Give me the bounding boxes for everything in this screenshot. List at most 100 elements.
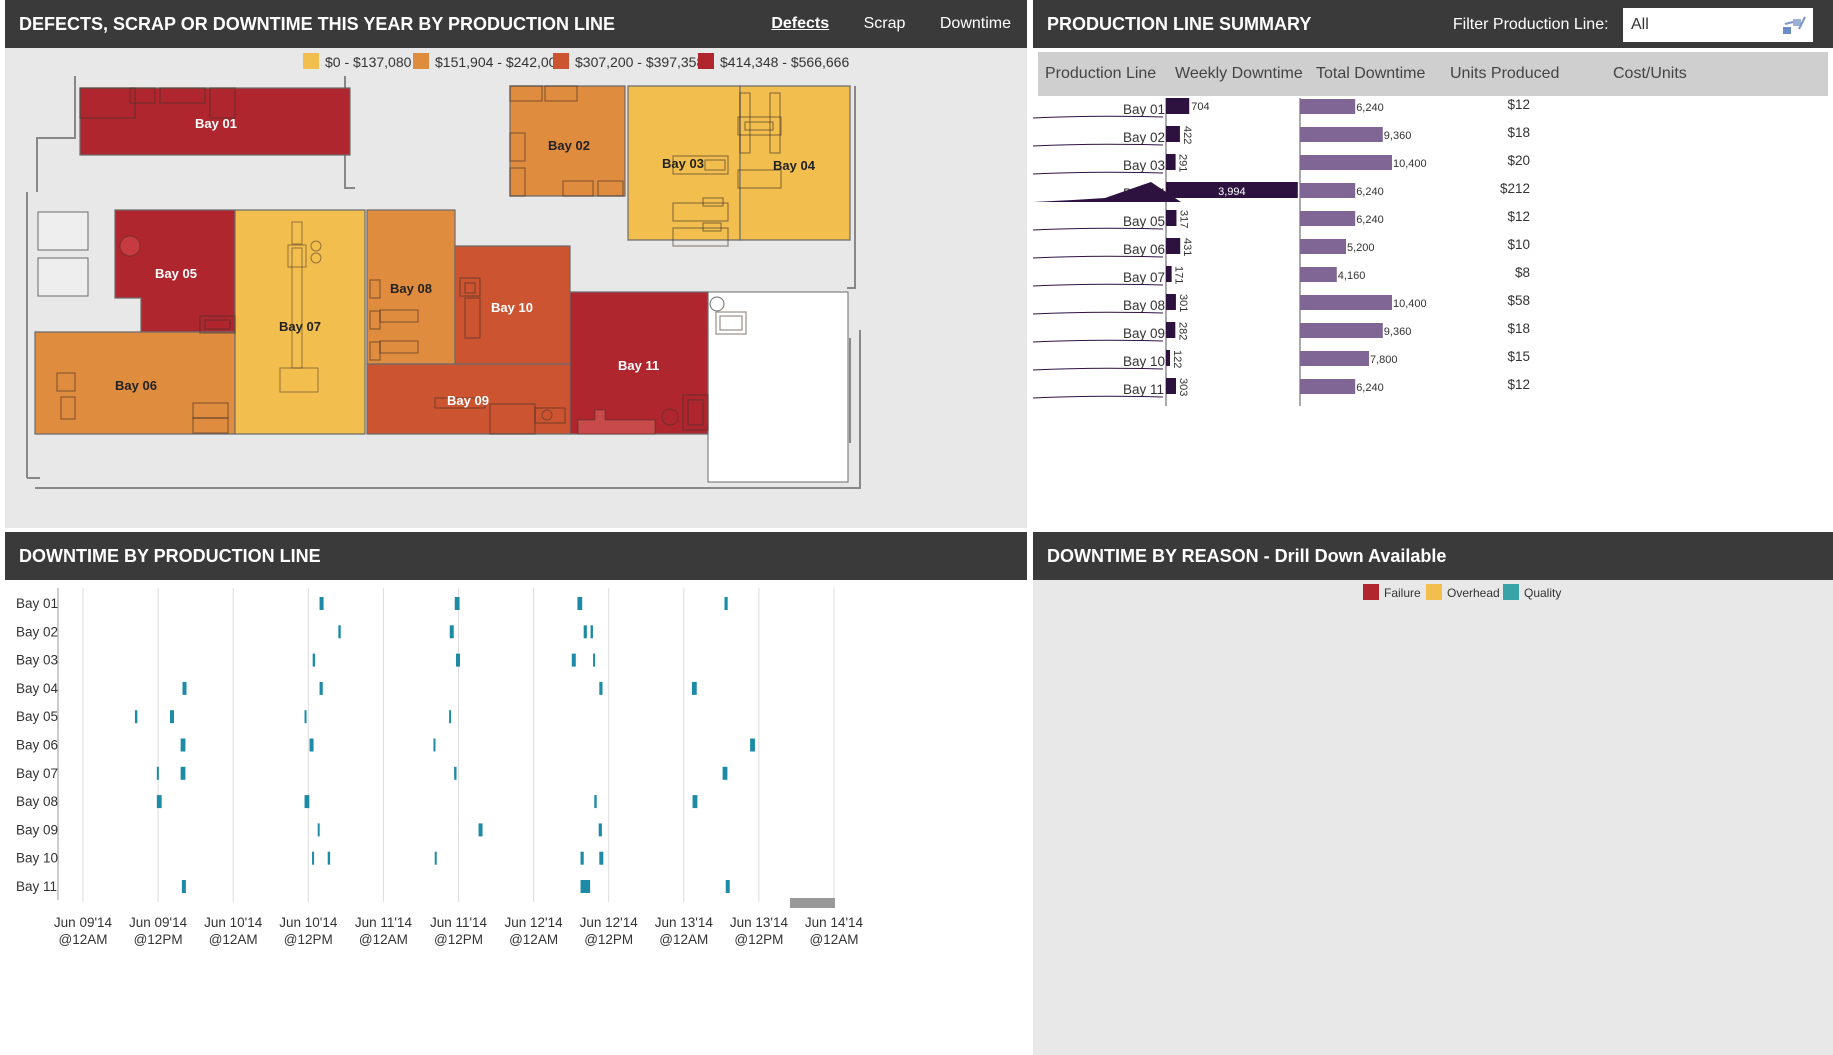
downtime-event [593,653,596,667]
equipment-20 [702,222,722,232]
tab-defects[interactable]: Defects [771,15,830,32]
downtime-label-9: 282 [1176,322,1188,340]
equipment-41 [719,315,743,331]
bay-label-2: Bay 02 [548,138,590,153]
map-tabs: Defects Scrap Downtime [741,0,1011,48]
units-bar-6 [1300,239,1346,254]
equipment-36 [534,407,566,424]
legend-label-4: $414,348 - $566,666 [720,54,849,70]
units-bar-4 [1300,183,1356,198]
empty-room [707,291,849,483]
legend-swatch-2 [413,53,429,69]
bay-label-3: Bay 03 [662,156,704,171]
downtime-event [304,710,307,724]
units-bar-11 [1300,379,1356,394]
equipment-39 [687,399,704,426]
sparkline-2 [1033,143,1164,147]
downtime-event [434,851,437,865]
sparkline-10 [1033,367,1164,371]
x-tick-date-0: Jun 09'14 [54,915,113,930]
equipment-27 [379,340,419,354]
equipment-23 [369,279,381,299]
downtime-event [156,766,159,780]
downtime-event [455,653,460,667]
bay-area-7 [234,209,366,435]
legend-label-failure: Failure [1384,586,1421,600]
row-label-2: Bay 02 [1123,130,1165,145]
equipment-17 [672,155,729,175]
units-bar-5 [1300,211,1356,226]
downtime-label-5: 317 [1177,210,1189,228]
x-tick-date-9: Jun 13'14 [730,915,789,930]
equipment-7 [509,167,526,197]
wall-6 [35,330,861,489]
cost-4: $212 [1500,181,1530,196]
sparkline-7 [1033,283,1164,287]
downtime-event [724,597,728,610]
tab-scrap[interactable]: Scrap [863,15,906,32]
equipment-15 [672,227,729,247]
legend-swatch-3 [553,53,569,69]
sparkline-11 [1033,395,1164,399]
sparkline-3 [1033,171,1164,175]
row-label-9: Bay 09 [1123,326,1165,341]
empty-room [37,211,89,251]
units-label-5: 6,240 [1356,214,1384,226]
plot-area [58,580,840,900]
downtime-event [338,625,341,639]
cost-6: $10 [1507,237,1530,252]
col-total-downtime: Total Downtime [1316,65,1426,82]
x-tick-date-2: Jun 10'14 [204,915,263,930]
bay-label-9: Bay 09 [447,393,489,408]
legend-label-overhead: Overhead [1447,586,1500,600]
row-label-5: Bay 05 [1123,214,1165,229]
sparkline-8 [1033,311,1164,315]
downtime-event [312,653,316,667]
downtime-label-8: 301 [1177,294,1189,312]
x-tick-date-3: Jun 10'14 [279,915,338,930]
cost-5: $12 [1507,209,1530,224]
downtime-event [599,681,603,695]
downtime-event [692,795,698,809]
cost-1: $12 [1507,97,1530,112]
downtime-event [583,625,587,639]
sparkline-1 [1033,115,1164,119]
equipment-18 [704,159,726,171]
equipment-38 [682,394,709,431]
row-label-1: Bay 01 [1123,102,1165,117]
wall-0 [36,76,76,192]
filter-dropdown[interactable]: All [1623,8,1813,42]
row-label-10: Bay 10 [16,851,58,866]
legend-swatch-1 [303,53,319,69]
map-title: DEFECTS, SCRAP OR DOWNTIME THIS YEAR BY … [19,14,616,34]
col-production-line: Production Line [1045,65,1157,82]
col-cost-units: Cost/Units [1613,65,1687,82]
floor-map-panel: DEFECTS, SCRAP OR DOWNTIME THIS YEAR BY … [5,0,1027,528]
downtime-bar-1 [1166,98,1190,114]
sparkline-4 [1033,182,1181,202]
equipment-21 [199,315,236,334]
summary-title: PRODUCTION LINE SUMMARY [1047,14,1312,34]
downtime-event [598,823,602,837]
bay-area-1 [79,87,351,156]
downtime-event [180,766,186,780]
floor-map: $0 - $137,080 $151,904 - $242,004 $307,200… [26,53,861,489]
equipment-1 [129,87,156,104]
units-label-4: 6,240 [1356,186,1384,198]
legend-label-2: $151,904 - $242,004 [435,54,564,70]
tab-downtime[interactable]: Downtime [939,15,1011,32]
map-header: DEFECTS, SCRAP OR DOWNTIME THIS YEAR BY … [5,0,1027,48]
downtime-event [722,766,728,780]
equipment-8 [562,180,594,197]
equipment-28 [56,372,76,392]
x-tick-time-1: @12PM [134,932,183,947]
row-label-1: Bay 01 [16,596,58,611]
col-units-produced: Units Produced [1450,65,1560,82]
units-label-11: 6,240 [1356,382,1384,394]
downtime-event [309,738,314,752]
reason-header: DOWNTIME BY REASON - Drill Down Availabl… [1033,532,1833,580]
downtime-event [156,795,162,809]
downtime-label-7: 171 [1173,266,1185,284]
equipment-10 [739,92,751,154]
